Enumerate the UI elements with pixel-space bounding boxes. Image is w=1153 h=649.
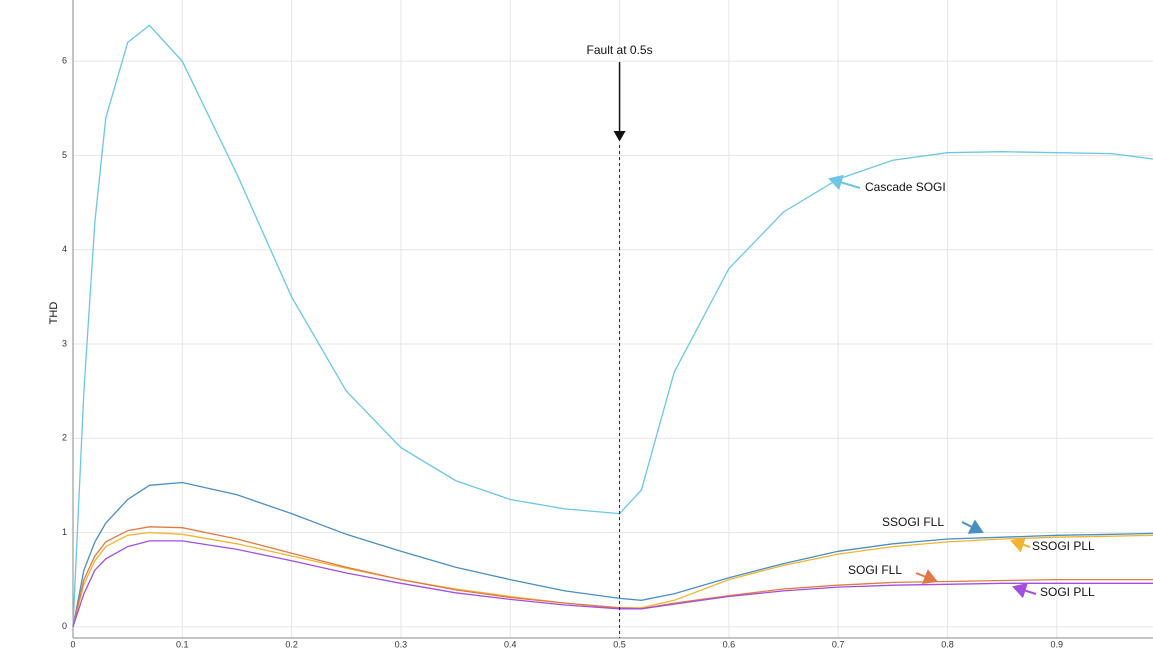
x-tick-label: 0.2 <box>285 639 298 649</box>
series-line <box>72 526 1153 627</box>
x-tick-label: 0.7 <box>832 639 845 649</box>
x-tick-label: 0 <box>70 639 75 649</box>
x-tick-label: 0.6 <box>723 639 736 649</box>
x-tick-label: 0.4 <box>504 639 517 649</box>
series-label: SSOGI FLL <box>882 515 944 529</box>
y-tick-label: 1 <box>62 527 67 537</box>
label-arrow <box>828 174 861 191</box>
x-tick-label: 0.8 <box>941 639 954 649</box>
y-axis-label: THD <box>48 302 60 325</box>
series-line <box>72 24 1153 627</box>
y-tick-label: 6 <box>62 56 67 66</box>
series-label: SSOGI PLL <box>1032 539 1095 553</box>
x-tick-label: 0.9 <box>1051 639 1064 649</box>
y-tick-label: 3 <box>62 338 67 348</box>
series-line <box>72 481 1153 627</box>
y-tick-label: 0 <box>62 621 67 631</box>
y-tick-label: 2 <box>62 433 67 443</box>
y-tick-label: 4 <box>62 244 67 254</box>
x-tick-label: 0.3 <box>395 639 408 649</box>
series-line <box>72 531 1153 627</box>
label-arrow <box>1012 583 1037 599</box>
series-line <box>72 540 1153 627</box>
annotation: Fault at 0.5s <box>587 43 653 57</box>
label-arrow <box>961 519 984 534</box>
label-arrow <box>915 569 938 584</box>
series-label: Cascade SOGI <box>865 180 946 194</box>
y-tick-label: 5 <box>62 150 67 160</box>
x-tick-label: 0.1 <box>176 639 189 649</box>
x-tick-label: 0.5 <box>613 639 626 649</box>
label-arrow <box>1010 537 1031 553</box>
series-label: SOGI FLL <box>848 563 902 577</box>
series-label: SOGI PLL <box>1040 585 1095 599</box>
